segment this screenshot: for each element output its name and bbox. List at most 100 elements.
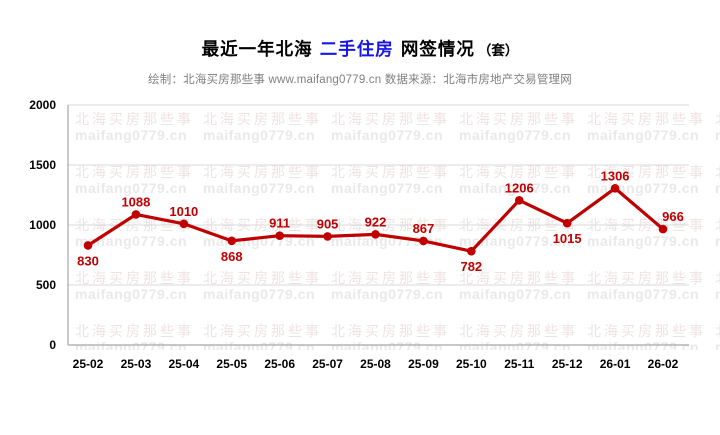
data-point-marker (275, 231, 284, 240)
watermark-url-line: maifang0779.cn (459, 233, 572, 249)
data-point-label: 1306 (601, 168, 630, 183)
y-axis-label: 1500 (29, 158, 56, 172)
y-axis-label: 1000 (29, 218, 56, 232)
title-text-left: 最近一年北海 (201, 40, 320, 60)
watermark-cn-line: 北海买房那些事 (203, 218, 322, 234)
watermark-url-line: maifang0779.cn (715, 181, 720, 196)
data-point-label: 922 (365, 214, 387, 229)
watermark-cn-line: 北海买房那些事 (75, 271, 194, 287)
watermark-url-line: maifang0779.cn (459, 286, 572, 302)
data-point-label: 911 (269, 216, 290, 231)
data-point-marker (323, 232, 332, 241)
watermark-url-line: maifang0779.cn (203, 180, 316, 196)
watermark-url-line: maifang0779.cn (715, 128, 720, 143)
watermark-url-line: maifang0779.cn (203, 286, 316, 302)
watermark-cn-line: 北海买房那些事 (715, 218, 720, 234)
x-axis-label: 25-03 (121, 357, 152, 371)
data-point-marker (658, 224, 668, 234)
watermark-url-line: maifang0779.cn (587, 286, 700, 302)
watermark-url-line: maifang0779.cn (587, 233, 700, 249)
watermark-cn-line: 北海买房那些事 (459, 218, 578, 234)
watermark-cn-line: 北海买房那些事 (331, 324, 450, 340)
watermark-cn-line: 北海买房那些事 (75, 165, 194, 181)
data-point-label: 1010 (169, 204, 198, 219)
data-point-marker (179, 219, 189, 229)
watermark-cn-line: 北海买房那些事 (587, 324, 706, 340)
watermark-cn-line: 北海买房那些事 (203, 112, 322, 128)
watermark-url-line: maifang0779.cn (331, 180, 444, 196)
x-axis-label: 25-11 (504, 357, 534, 371)
watermark-url-line: maifang0779.cn (715, 234, 720, 249)
chart-source-line: 绘制：北海买房那些事 www.maifang0779.cn 数据来源：北海市房地… (148, 74, 572, 86)
watermark-cn-line: 北海买房那些事 (459, 271, 578, 287)
title-highlight: 二手住房 (319, 40, 394, 60)
watermark-cn-line: 北海买房那些事 (75, 112, 194, 128)
watermark-url-line: maifang0779.cn (715, 287, 720, 302)
y-axis-label: 500 (36, 278, 56, 292)
x-axis-label: 25-10 (456, 357, 487, 371)
watermark-cn-line: 北海买房那些事 (459, 165, 578, 181)
data-point-marker (562, 218, 572, 228)
watermark-cn-line: 北海买房那些事 (203, 271, 322, 287)
data-point-label: 867 (413, 221, 435, 236)
chart-title: 最近一年北海 二手住房 网签情况 （套） (0, 36, 720, 61)
x-axis-label: 25-07 (312, 357, 343, 371)
data-point-label: 1015 (553, 231, 582, 246)
watermark-cn-line: 北海买房那些事 (459, 324, 578, 340)
watermark-cn-line: 北海买房那些事 (331, 271, 450, 287)
watermark-cn-line: 北海买房那些事 (331, 165, 450, 181)
data-point-label: 868 (221, 249, 243, 264)
watermark-url-line: maifang0779.cn (75, 180, 188, 196)
data-point-marker (131, 210, 141, 219)
x-axis-label: 25-04 (168, 357, 199, 371)
title-unit: （套） (477, 43, 519, 59)
data-point-marker (419, 236, 428, 246)
x-axis-label: 25-08 (360, 357, 391, 371)
data-point-label: 905 (317, 216, 339, 231)
x-axis-label: 26-01 (600, 357, 631, 371)
data-point-marker (227, 236, 237, 246)
data-point-marker (514, 195, 524, 205)
data-point-label: 782 (460, 259, 482, 274)
watermark-url-line: maifang0779.cn (459, 127, 572, 143)
data-point-label: 1206 (505, 180, 534, 195)
watermark-cn-line: 北海买房那些事 (715, 112, 720, 128)
data-point-marker (610, 183, 620, 193)
watermark-url-line: maifang0779.cn (203, 127, 316, 143)
watermark-cn-line: 北海买房那些事 (203, 165, 322, 181)
watermark-url-line: maifang0779.cn (331, 286, 444, 302)
watermark-url-line: maifang0779.cn (331, 233, 444, 249)
watermark-cn-line: 北海买房那些事 (587, 165, 706, 181)
watermark-url-line: maifang0779.cn (587, 127, 700, 143)
watermark-cn-line: 北海买房那些事 (331, 218, 450, 234)
data-point-label: 966 (662, 209, 684, 224)
data-point-marker (467, 246, 476, 256)
x-axis-label: 25-12 (552, 357, 583, 371)
data-point-marker (83, 241, 93, 250)
watermark-cn-line: 北海买房那些事 (587, 271, 706, 287)
title-text-right: 网签情况 (393, 40, 475, 60)
watermark-cn-line: 北海买房那些事 (459, 112, 578, 128)
x-axis-label: 25-06 (264, 357, 295, 371)
watermark-cn-line: 北海买房那些事 (331, 112, 450, 128)
x-axis-label: 25-05 (216, 357, 247, 371)
watermark-url-line: maifang0779.cn (715, 340, 720, 351)
